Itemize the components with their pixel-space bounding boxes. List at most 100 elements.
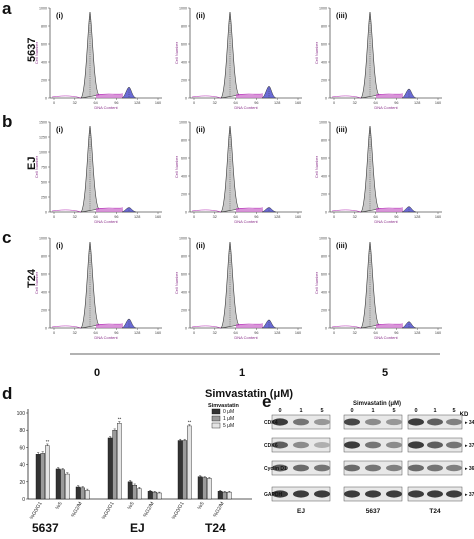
histogram-x-tick-label: 0 [53, 101, 55, 105]
blot-band [272, 418, 288, 426]
histogram-sub-label: (i) [56, 11, 64, 20]
histogram-x-tick-label: 32 [73, 215, 77, 219]
histogram-x-tick-label: 0 [333, 101, 335, 105]
blot-band [272, 441, 288, 449]
blot-cell-line-label: T24 [429, 508, 441, 515]
blot-lane-label: 5 [392, 408, 395, 414]
histogram-y-tick-label: 400 [181, 175, 187, 179]
histogram-y-tick-label: 1000 [39, 7, 47, 11]
histogram-x-axis-label: DNA Content [234, 335, 258, 340]
histogram-x-tick-label: 0 [193, 101, 195, 105]
histogram-x-tick-label: 96 [114, 215, 118, 219]
histogram-y-axis-label: Cell Number [314, 155, 319, 178]
histogram-y-tick-label: 1000 [319, 121, 327, 125]
histogram-sub-label: (iii) [336, 11, 348, 20]
histogram-T24-0: 0 200 400 600 800 1000 0 32 64 96 128 160 DNA Conten… [34, 237, 162, 340]
histogram-y-tick-label: 200 [181, 79, 187, 83]
bar-5637-1-2 [64, 473, 70, 500]
blot-band [427, 490, 443, 498]
group-label-ej: EJ [130, 521, 145, 535]
blot-band [365, 418, 381, 426]
blot-lane-label: 0 [414, 408, 417, 414]
blot-band [344, 464, 360, 472]
histogram-EJ-1: 0 200 400 600 800 1000 0 32 64 96 128 160 DNA Conten… [174, 121, 302, 224]
significance-marker: ** [118, 417, 122, 422]
histogram-y-tick-label: 400 [321, 61, 327, 65]
s-phase-region [236, 95, 263, 98]
blot-band [446, 490, 462, 498]
histogram-x-tick-label: 0 [193, 215, 195, 219]
histogram-y-tick-label: 1000 [319, 237, 327, 241]
histogram-x-tick-label: 96 [114, 331, 118, 335]
histogram-y-tick-label: 1000 [319, 7, 327, 11]
blot-band [365, 464, 381, 472]
histogram-x-tick-label: 32 [213, 101, 217, 105]
histogram-T24-2: 0 200 400 600 800 1000 0 32 64 96 128 160 DNA Conten… [314, 237, 442, 340]
bar-category-label: %G0/G1 [101, 501, 116, 521]
bar-category-label: %G0/G1 [29, 501, 44, 521]
s-phase-line [375, 93, 404, 96]
histogram-y-tick-label: 400 [321, 291, 327, 295]
histogram-x-tick-label: 160 [435, 331, 441, 335]
debris-line [331, 325, 362, 329]
blot-band [386, 490, 402, 498]
dose-label-5: 5 [381, 367, 389, 379]
blot-band [344, 490, 360, 498]
bar-category-label: %G2/M [142, 501, 156, 518]
debris-line [191, 325, 222, 329]
dose-axis-title: Simvastatin (μM) [205, 388, 294, 400]
bar-5637-0-0 [35, 454, 41, 500]
blot-kd-value: ▸ 37 [465, 443, 474, 449]
histogram-x-tick-label: 32 [213, 331, 217, 335]
histogram-y-tick-label: 600 [181, 157, 187, 161]
histogram-x-tick-label: 0 [53, 331, 55, 335]
bar-T24-2-1 [222, 491, 228, 500]
legend-label: 5 μM [223, 423, 234, 429]
blot-band [314, 490, 330, 498]
histogram-y-tick-label: 750 [41, 166, 47, 170]
histogram-x-tick-label: 160 [295, 215, 301, 219]
cell-cycle-bar-chart: 0 20 40 60 80 100 %G0/G1 %S %G2/M ** %G0/G1 %S %G2/M… [17, 403, 252, 521]
blot-lane-label: 1 [299, 408, 302, 414]
histogram-x-tick-label: 96 [394, 331, 398, 335]
histogram-x-tick-label: 64 [93, 101, 97, 105]
panel-letter-a: a [2, 0, 12, 18]
histogram-x-tick-label: 96 [254, 215, 258, 219]
bar-5637-0-1 [40, 453, 45, 500]
histogram-y-tick-label: 500 [41, 181, 47, 185]
blot-band [293, 441, 309, 449]
blot-band [293, 490, 309, 498]
bar-y-tick-label: 40 [19, 463, 25, 469]
blot-band [427, 418, 443, 426]
legend-swatch [211, 408, 221, 415]
histogram-y-tick-label: 1250 [39, 136, 47, 140]
debris-line [331, 209, 362, 213]
bar-category-label: %G2/M [212, 501, 226, 518]
histogram-T24-1: 0 200 400 600 800 1000 0 32 64 96 128 160 DNA Conten… [174, 237, 302, 340]
histogram-5637-0: 0 200 400 600 800 1000 0 32 64 96 128 160 DNA Conten… [34, 7, 162, 110]
histogram-y-tick-label: 250 [41, 196, 47, 200]
blot-band [344, 418, 360, 426]
histogram-y-tick-label: 800 [321, 255, 327, 259]
western-blot: Simvastatin (μM) KD 0 1 5 EJ 0 1 5 5637 0 1 5 T24 CDK4… [264, 401, 474, 515]
s-phase-line [95, 207, 124, 210]
histogram-y-tick-label: 600 [181, 43, 187, 47]
blot-protein-label: GAPDH [264, 492, 282, 498]
histogram-x-axis-label: DNA Content [234, 105, 258, 110]
histogram-y-axis-label: Cell Number [174, 155, 179, 178]
histogram-x-tick-label: 0 [193, 331, 195, 335]
histogram-x-tick-label: 160 [295, 101, 301, 105]
histogram-y-axis-label: Cell Number [34, 155, 39, 178]
blot-cell-line-label: EJ [297, 508, 305, 515]
histogram-sub-label: (iii) [336, 125, 348, 134]
blot-band [446, 464, 462, 472]
blot-lane-label: 0 [350, 408, 353, 414]
blot-band [293, 418, 309, 426]
s-phase-line [235, 207, 264, 210]
histogram-sub-label: (ii) [196, 241, 206, 250]
histogram-sub-label: (i) [56, 241, 64, 250]
blot-band [314, 418, 330, 426]
legend-title: Simvastatin [208, 403, 240, 409]
histogram-y-tick-label: 600 [41, 43, 47, 47]
histogram-x-tick-label: 32 [73, 101, 77, 105]
